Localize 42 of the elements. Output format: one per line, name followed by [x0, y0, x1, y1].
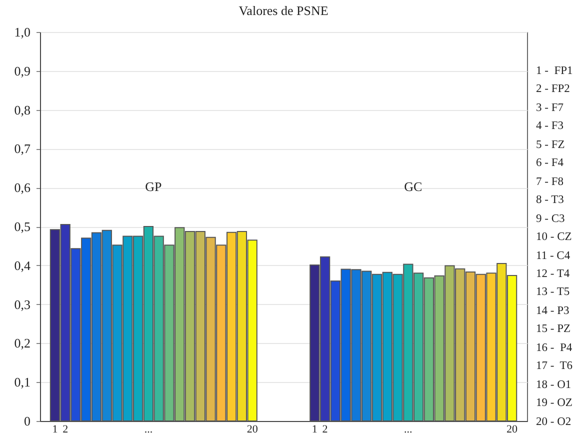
text: 3 - F7 — [536, 102, 564, 114]
text: 4 - F3 — [536, 120, 564, 132]
text: 2 - FP2 — [536, 83, 570, 96]
text: 16 - P4 — [536, 342, 572, 354]
text: 11 - C4 — [536, 250, 570, 262]
x-tick-label: 2 — [62, 424, 68, 436]
text: 1 - FP1 — [536, 65, 573, 77]
y-tick-label: 0,9 — [14, 63, 30, 78]
x-tick-label: ... — [144, 424, 153, 436]
y-tick-label: 0 — [24, 414, 30, 428]
text: 6 - F4 — [536, 157, 564, 170]
text: 8 - T3 — [536, 194, 564, 206]
y-tick-label: 0,1 — [14, 374, 30, 390]
text: 17 - T6 — [536, 360, 573, 372]
text: 18 - O1 — [536, 378, 572, 391]
x-tick-label: ... — [404, 424, 413, 436]
chart-title: Valores de PSNE — [238, 3, 328, 18]
text: 5 - FZ — [536, 138, 565, 151]
text: 12 - T4 — [536, 268, 570, 280]
text: 9 - C3 — [536, 212, 565, 225]
y-tick-label: 0,5 — [14, 219, 30, 234]
text: 20 - O2 — [536, 416, 572, 428]
x-tick-label: 20 — [246, 424, 258, 436]
text: 7 - F8 — [536, 176, 564, 188]
y-tick-label: 0,2 — [14, 336, 30, 351]
annotation: GP — [145, 179, 162, 194]
x-tick-label: 20 — [506, 424, 518, 436]
y-tick-label: 0,8 — [14, 102, 30, 118]
text: 10 - CZ — [536, 231, 572, 244]
x-tick-label: 2 — [322, 424, 328, 436]
y-tick-label: 0,6 — [14, 180, 31, 196]
y-tick-label: 1,0 — [14, 24, 30, 40]
annotation: GC — [404, 179, 422, 194]
text: 13 - T5 — [536, 286, 570, 298]
x-tick-label: 1 — [52, 424, 58, 436]
y-tick-label: 0,7 — [14, 141, 31, 156]
y-tick-label: 0,4 — [14, 258, 31, 273]
text: 14 - P3 — [536, 304, 570, 317]
text: 19 - OZ — [536, 397, 572, 410]
x-tick-label: 1 — [312, 424, 318, 436]
text: 15 - PZ — [536, 323, 570, 336]
y-tick-label: 0,3 — [14, 296, 30, 312]
